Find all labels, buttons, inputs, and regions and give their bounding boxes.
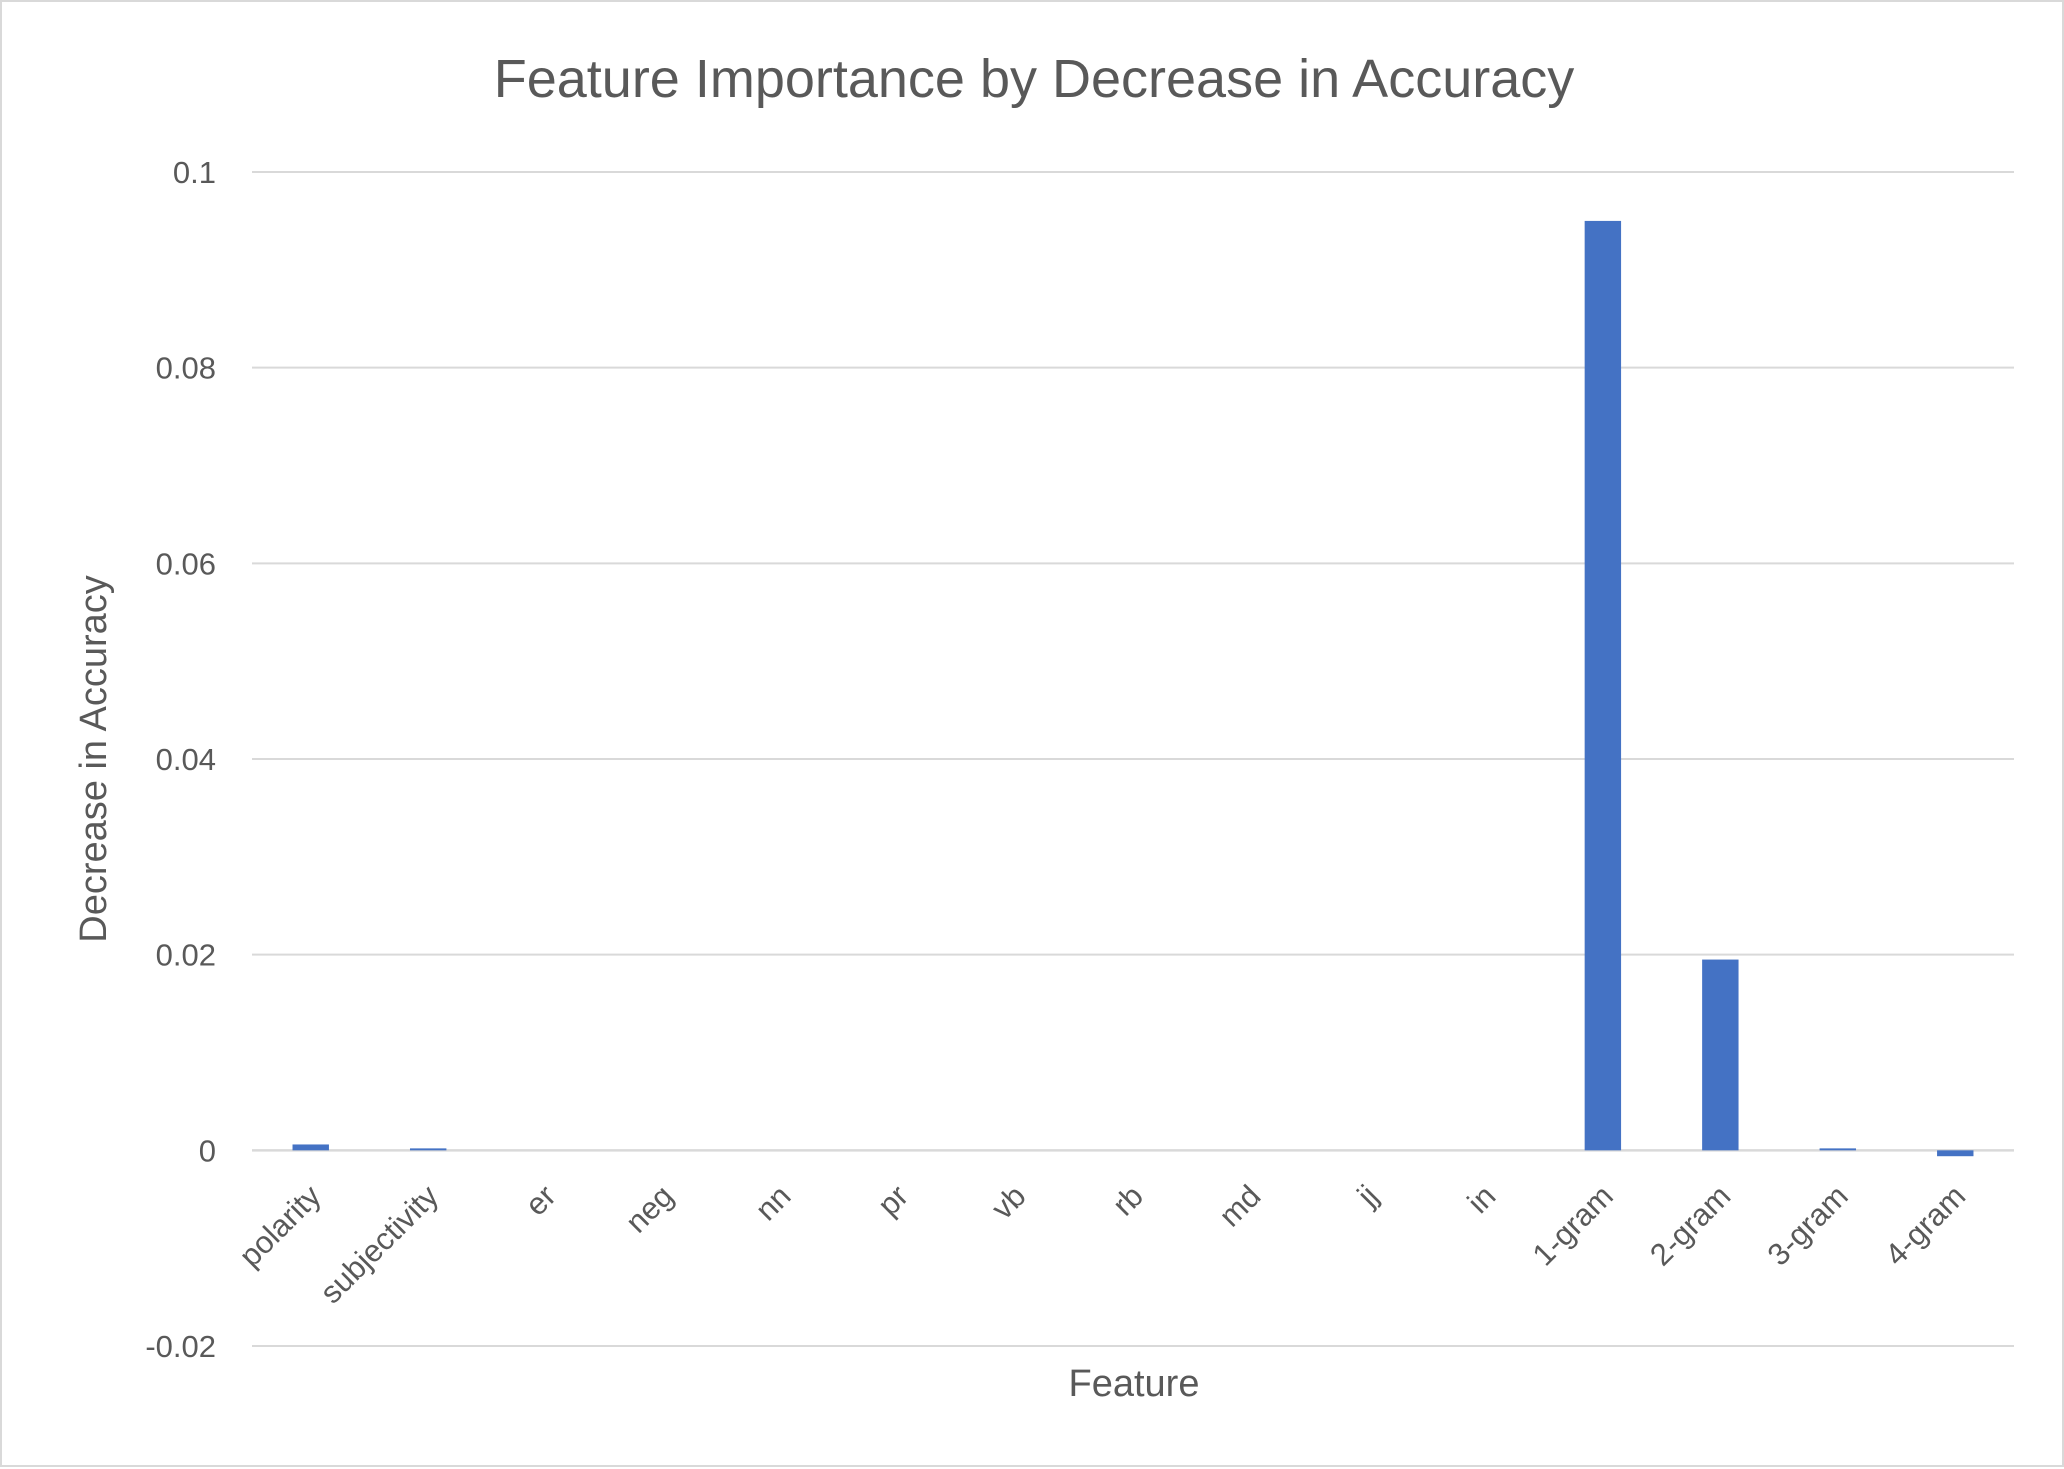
y-tick-label: -0.02 [145,1329,216,1364]
bar-1-gram [1584,220,1622,1151]
x-tick-label: md [1212,1178,1267,1233]
y-axis-tick-labels: -0.02 0 0.02 0.04 0.06 0.08 0.1 [145,155,216,1364]
bar-3-gram [1819,1148,1857,1151]
chart-title: Feature Importance by Decrease in Accura… [494,49,1575,109]
x-tick-label: polarity [232,1178,328,1274]
x-tick-label: rb [1106,1178,1150,1222]
x-tick-label: er [518,1178,562,1222]
x-tick-label: subjectivity [313,1178,445,1310]
x-tick-label: nn [748,1178,797,1227]
gridlines [252,171,2014,1347]
y-tick-label: 0.1 [173,155,216,190]
y-tick-label: 0.06 [156,546,216,581]
bars [292,220,1974,1157]
x-tick-label: pr [871,1178,915,1222]
bar-2-gram [1702,959,1739,1151]
bar-4-gram [1937,1150,1974,1157]
x-tick-label: jj [1350,1178,1385,1213]
x-axis-title: Feature [1069,1363,1200,1405]
y-tick-label: 0.02 [156,938,216,973]
x-tick-label: 1-gram [1526,1178,1620,1272]
x-tick-label: neg [619,1178,680,1239]
bar-subjectivity [409,1148,447,1151]
x-tick-label: vb [985,1178,1033,1226]
x-tick-label: 3-gram [1761,1178,1855,1272]
x-tick-label: 4-gram [1878,1178,1972,1272]
bar-polarity [292,1144,329,1151]
y-axis-title: Decrease in Accuracy [73,575,115,943]
y-tick-label: 0 [199,1133,216,1168]
y-tick-label: 0.08 [156,351,216,386]
x-tick-label: 2-gram [1643,1178,1737,1272]
x-tick-label: in [1461,1178,1503,1220]
y-tick-label: 0.04 [156,742,216,777]
